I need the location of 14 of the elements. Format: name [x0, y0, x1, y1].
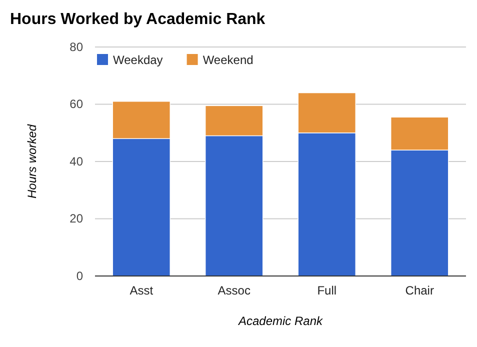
legend-label: Weekday: [113, 53, 163, 67]
x-axis-title: Academic Rank: [237, 314, 324, 328]
y-tick-label: 0: [76, 268, 84, 283]
y-tick-label: 20: [70, 212, 84, 226]
y-axis-title: Hours worked: [25, 124, 39, 199]
x-tick-label: Chair: [405, 284, 434, 298]
y-tick-label: 60: [70, 97, 84, 112]
x-tick-label: Asst: [130, 284, 154, 298]
x-tick-label: Assoc: [218, 284, 250, 298]
chart-title: Hours Worked by Academic Rank: [10, 11, 266, 28]
y-tick-label: 40: [70, 154, 84, 168]
y-tick-label: 80: [70, 40, 84, 54]
legend-label: Weekend: [202, 53, 254, 67]
x-tick-label: Full: [317, 284, 337, 298]
